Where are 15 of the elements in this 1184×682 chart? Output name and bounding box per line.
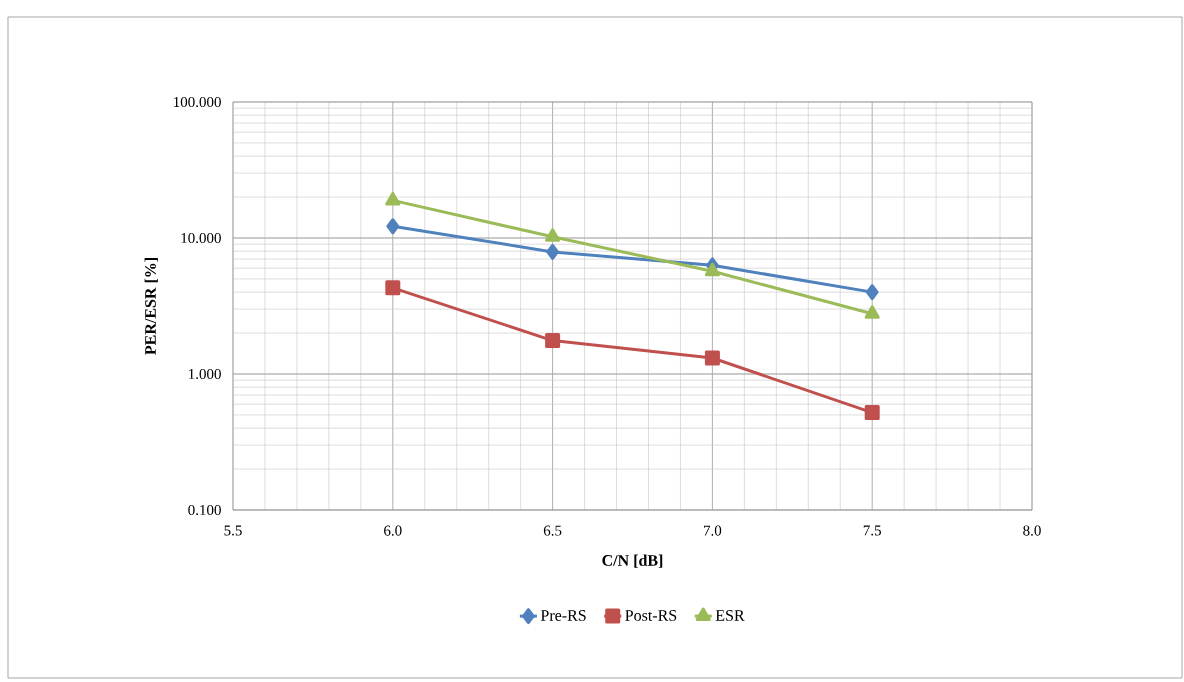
x-tick-label: 6.0 [384, 525, 402, 536]
y-tick-label: 10.000 [181, 232, 221, 244]
x-tick-label: 8.0 [1023, 525, 1041, 536]
y-tick-label: 100.000 [174, 96, 221, 108]
x-tick-label: 6.5 [543, 525, 562, 536]
legend-label: Pre-RS [540, 610, 586, 621]
legend-label: Post-RS [625, 610, 677, 621]
x-tick-label: 5.5 [224, 525, 242, 536]
legend-label: ESR [715, 610, 745, 621]
x-tick-label: 7.5 [863, 525, 881, 536]
y-axis-title: PER/ESR [%] [144, 258, 158, 355]
x-tick-label: 7.0 [704, 525, 722, 536]
x-axis-title: C/N [dB] [602, 554, 663, 568]
y-tick-label: 1.000 [189, 368, 221, 380]
y-tick-label: 0.100 [188, 504, 221, 516]
